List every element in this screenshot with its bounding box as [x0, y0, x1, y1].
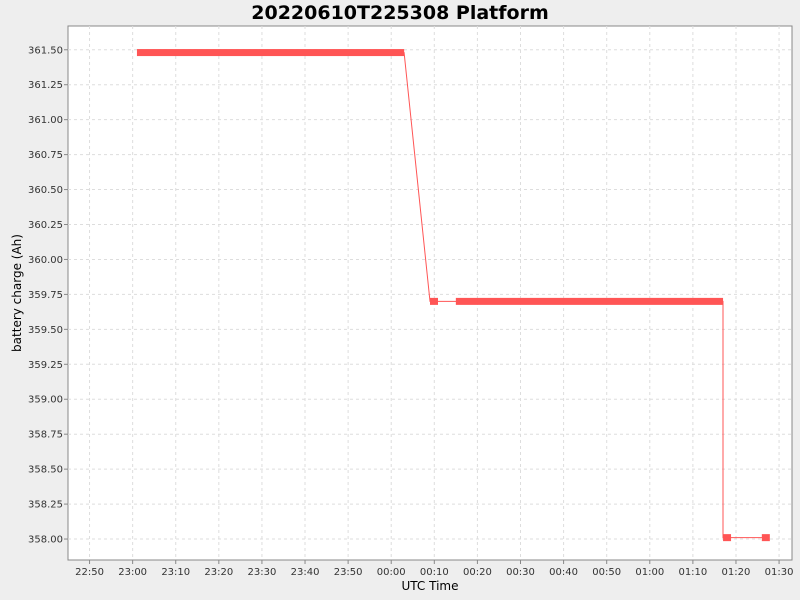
- x-tick-label: 22:50: [75, 567, 104, 578]
- y-tick-label: 361.00: [28, 115, 63, 126]
- plot-area: [67, 25, 793, 561]
- y-tick-label: 359.50: [28, 325, 63, 336]
- x-tick-label: 01:10: [678, 567, 707, 578]
- y-tick-label: 358.75: [28, 430, 63, 441]
- x-tick-label: 00:00: [377, 567, 406, 578]
- x-tick-label: 00:30: [506, 567, 535, 578]
- series-segment: [455, 297, 724, 305]
- x-tick-label: 23:00: [118, 567, 147, 578]
- series-layer: [136, 49, 770, 542]
- axes: 22:50 23:00 23:10 23:20 23:30 23:40 23:50 00:00…: [28, 45, 793, 578]
- y-tick-label: 358.50: [28, 465, 63, 476]
- y-tick-label: 360.25: [28, 220, 63, 231]
- y-tick-label: 360.50: [28, 185, 63, 196]
- y-tick-label: 360.00: [28, 255, 63, 266]
- y-axis-title: battery charge (Ah): [10, 234, 24, 352]
- y-tick-label: 359.25: [28, 360, 63, 371]
- x-tick-label: 23:50: [334, 567, 363, 578]
- chart-title: 20220610T225308 Platform: [251, 2, 549, 24]
- x-tick-label: 23:40: [291, 567, 320, 578]
- y-tick-label: 359.75: [28, 290, 63, 301]
- y-tick-label: 359.00: [28, 395, 63, 406]
- x-tick-label: 00:40: [549, 567, 578, 578]
- series-segment: [723, 534, 732, 542]
- x-axis-title: UTC Time: [402, 579, 459, 593]
- x-tick-label: 23:30: [248, 567, 277, 578]
- y-tick-label: 361.50: [28, 45, 63, 56]
- x-tick-label: 01:00: [635, 567, 664, 578]
- y-tick-label: 358.00: [28, 535, 63, 546]
- series-segment: [430, 297, 438, 305]
- series-segment: [136, 49, 405, 57]
- y-tick-label: 361.25: [28, 80, 63, 91]
- x-tick-label: 01:20: [722, 567, 751, 578]
- x-tick-label: 00:10: [420, 567, 449, 578]
- series-segment: [761, 534, 770, 542]
- grid: [68, 26, 792, 560]
- x-tick-label: 01:30: [765, 567, 794, 578]
- x-tick-label: 23:20: [204, 567, 233, 578]
- y-tick-label: 358.25: [28, 500, 63, 511]
- x-tick-label: 23:10: [161, 567, 190, 578]
- y-tick-label: 360.75: [28, 150, 63, 161]
- x-tick-label: 00:20: [463, 567, 492, 578]
- x-tick-label: 00:50: [592, 567, 621, 578]
